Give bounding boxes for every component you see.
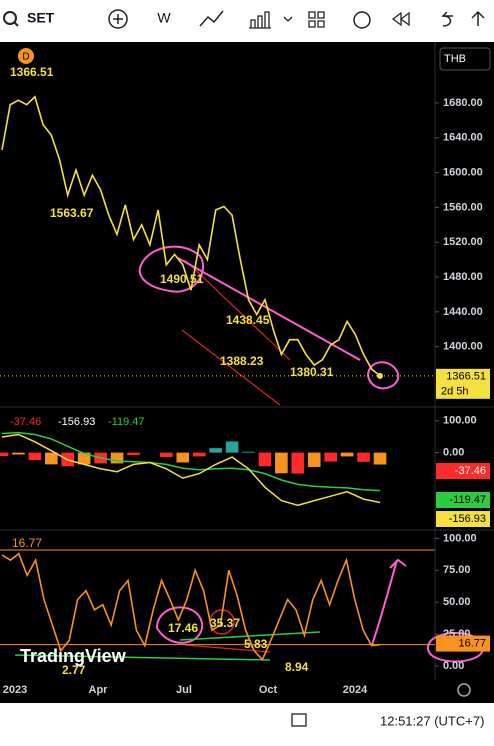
y-tick-label: 100.00 [443,532,477,544]
y-tick-label: 100.00 [443,415,477,427]
annotation: 5.83 [244,637,268,651]
histogram-bar [77,452,91,465]
price-tag [436,492,490,508]
price-line [1,95,381,377]
y-tick-label: 0.00 [443,660,464,672]
y-tick-label: 1680.00 [443,97,483,109]
badge: D [22,52,29,63]
histogram-bar [192,452,206,457]
search-icon[interactable] [3,11,17,25]
y-tick-label: 50.00 [443,596,471,608]
countdown: 2d 5h [441,386,469,398]
time-label: Jul [176,684,192,696]
y-tick-label: 1400.00 [443,341,483,353]
price-tag [436,463,490,479]
annotation: 1563.67 [50,206,94,220]
y-tick-label: 1520.00 [443,236,483,248]
annotation: 1490.51 [160,272,204,286]
chart-area [0,42,494,703]
interval[interactable]: W [157,10,171,26]
annotation: 1388.23 [220,354,264,368]
indicator-line [1,433,381,507]
annotation: 16.77 [12,536,42,550]
annotation: 17.46 [168,621,198,635]
symbol[interactable]: SET [27,10,55,26]
legend-value: -156.93 [58,416,95,428]
price-tag [436,511,490,527]
histogram-bar [357,452,370,462]
y-tick-label: 1440.00 [443,306,483,318]
price-tag-label: 16.77 [458,637,486,649]
price-tag-label: -37.46 [455,465,486,477]
annotation: 8.94 [285,660,309,674]
price-tag-label: -156.93 [449,513,486,525]
time-label: Apr [89,684,109,696]
histogram-bar [242,451,255,453]
y-tick-label: 1600.00 [443,166,483,178]
date-range[interactable] [291,713,307,727]
rsi-line [1,552,381,662]
time-label: Oct [259,684,278,696]
layout[interactable] [308,11,325,28]
toolbar [0,0,494,40]
drawings [14,245,485,663]
price-tag-label: 1366.51 [446,371,486,383]
last-point [377,372,383,379]
histogram-bar [258,452,272,467]
histogram-bar [28,452,42,460]
histogram-bar [12,452,25,455]
y-tick-label: 1480.00 [443,271,483,283]
histogram-bar [291,452,305,474]
histogram-bar [324,452,337,462]
histogram-bar [340,452,354,457]
settings[interactable] [457,683,471,697]
histogram-bar [307,452,321,467]
bottom-bar [0,703,494,741]
indicator-line [1,431,381,492]
add-symbol[interactable] [108,9,128,29]
histogram-bar [110,452,124,464]
chart-type[interactable] [199,10,224,27]
clock: 12:51:27 (UTC+7) [380,713,484,728]
price-tag [436,635,490,652]
time-label: 2024 [343,684,368,696]
histogram-bar [209,448,222,453]
indicators[interactable] [249,11,271,29]
price-tag-label: -119.47 [450,494,487,506]
histogram-bar [373,452,387,465]
annotation: 1380.31 [290,365,334,379]
histogram-bar [160,452,173,458]
y-tick-label: 0.00 [443,447,464,459]
y-tick-label: 75.00 [443,564,471,576]
watermark: TradingView [20,646,127,666]
legend-value: -119.47 [108,416,145,428]
last-label: 1366.51 [10,65,54,79]
share[interactable] [471,10,485,26]
annotation: 35.37 [210,616,240,630]
currency-box[interactable] [439,47,491,71]
price-tag [436,368,490,399]
histogram-bar [0,452,9,457]
histogram-bar [275,452,288,474]
legend-value: -37.46 [10,416,41,428]
undo[interactable] [441,11,453,27]
histogram-bar [45,452,58,465]
badge-bg [18,48,34,64]
annotation: 2.77 [62,663,86,677]
histogram-bar [127,452,140,456]
histogram-bar [225,441,239,453]
histogram-bar [176,452,190,463]
currency[interactable]: THB [444,53,466,65]
y-tick-label: 1640.00 [443,132,483,144]
alert[interactable] [353,11,371,29]
annotation: 1438.45 [226,313,270,327]
time-label: 2023 [3,684,27,696]
replay[interactable] [391,11,410,27]
y-tick-label: 1560.00 [443,201,483,213]
